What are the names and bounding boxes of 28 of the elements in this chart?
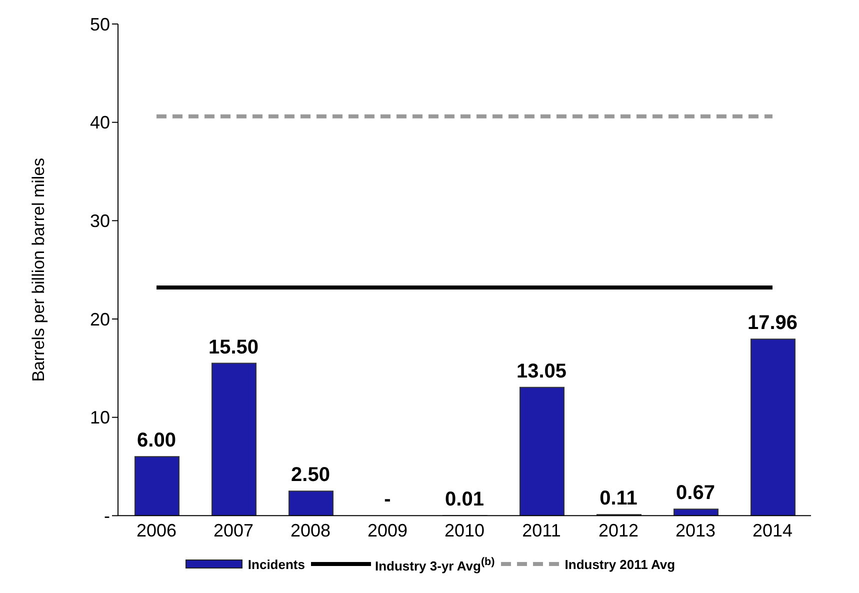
x-tick-label: 2012 [598,520,639,540]
x-tick-label: 2010 [444,520,485,540]
x-tick-label: 2009 [367,520,408,540]
x-tick-label: 2013 [675,520,716,540]
data-label: 15.50 [208,336,259,358]
y-tick-label: - [104,506,110,526]
data-label: - [384,488,391,511]
data-label: 13.05 [516,360,567,382]
legend-label: Incidents [248,556,305,572]
x-tick-label: 2008 [290,520,331,540]
y-tick-label: 50 [90,14,110,34]
x-tick-label: 2007 [213,520,254,540]
data-label: 0.11 [600,488,638,510]
data-label: 17.96 [747,312,798,334]
y-axis-title: Barrels per billion barrel miles [29,158,48,382]
y-tick-label: 20 [90,309,110,330]
legend-label: Industry 2011 Avg [564,556,676,572]
legend-label: Industry 3-yr Avg$^{(b)}$ [374,556,495,573]
data-label: 0.67 [676,482,715,504]
x-tick-label: 2006 [136,520,177,540]
y-tick-label: 10 [90,408,110,428]
y-tick-label: 30 [90,211,110,232]
x-tick-label: 2011 [522,520,561,540]
x-tick-label: 2014 [752,520,793,540]
data-label: 6.00 [137,430,176,452]
data-label: 2.50 [291,464,330,486]
y-tick-label: 40 [90,112,110,133]
data-label: 0.01 [445,488,484,511]
